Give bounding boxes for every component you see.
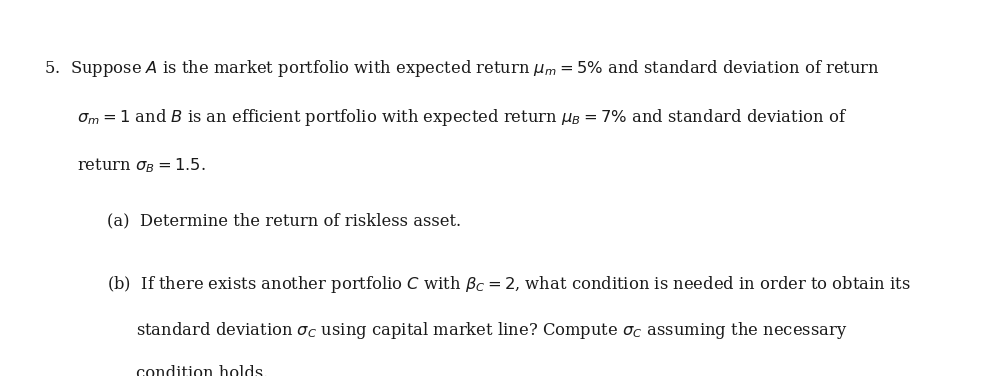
- Text: (a)  Determine the return of riskless asset.: (a) Determine the return of riskless ass…: [107, 212, 460, 229]
- Text: return $\sigma_B = 1.5$.: return $\sigma_B = 1.5$.: [77, 156, 206, 175]
- Text: $\sigma_m = 1$ and $B$ is an efficient portfolio with expected return $\mu_B = 7: $\sigma_m = 1$ and $B$ is an efficient p…: [77, 107, 847, 128]
- Text: (b)  If there exists another portfolio $C$ with $\beta_C = 2$, what condition is: (b) If there exists another portfolio $C…: [107, 274, 911, 296]
- Text: standard deviation $\sigma_C$ using capital market line? Compute $\sigma_C$ assu: standard deviation $\sigma_C$ using capi…: [136, 320, 848, 341]
- Text: condition holds.: condition holds.: [136, 365, 269, 376]
- Text: 5.  Suppose $A$ is the market portfolio with expected return $\mu_m = 5\%$ and s: 5. Suppose $A$ is the market portfolio w…: [44, 58, 880, 79]
